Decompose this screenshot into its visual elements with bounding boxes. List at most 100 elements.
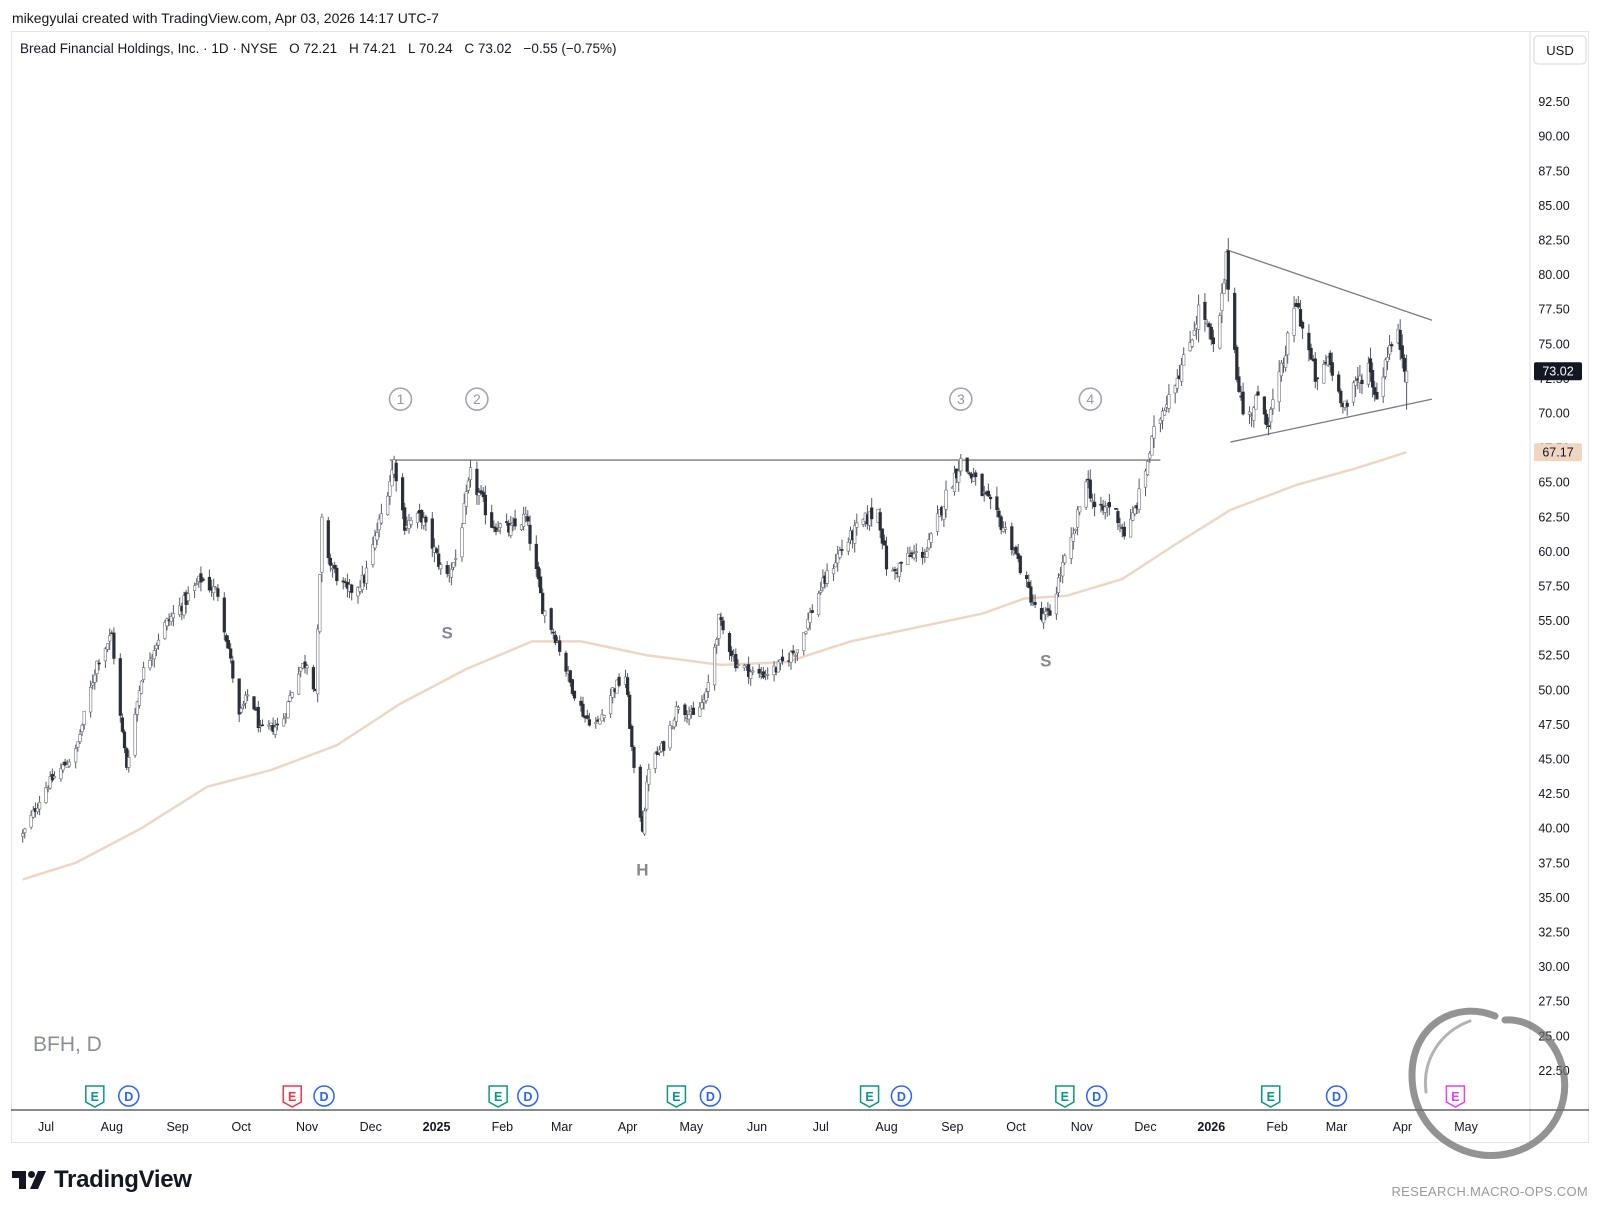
candle-body [120, 717, 124, 732]
candle [897, 562, 901, 583]
candle-body [630, 725, 634, 747]
candle-body [1131, 512, 1135, 521]
candle-body [1118, 525, 1122, 527]
candle [757, 664, 761, 678]
candle [1256, 385, 1260, 396]
candle [229, 643, 233, 664]
candle [377, 514, 381, 538]
event-letter: D [706, 1090, 715, 1104]
candle-body [1284, 355, 1288, 368]
candle-body [736, 664, 740, 667]
candle [437, 544, 441, 571]
candle-body [23, 828, 27, 833]
candle-body [375, 532, 379, 541]
candle-body [572, 690, 577, 699]
candle-body [424, 516, 428, 523]
time-scale[interactable]: Jul Aug Sep Oct Nov Dec 2025 Feb Mar Apr May Jun Jul… [38, 1120, 1479, 1134]
candle [1103, 501, 1107, 520]
candle-body [840, 549, 844, 551]
tradingview-logo-icon [12, 1171, 46, 1189]
candle-body [165, 618, 169, 627]
candle [148, 652, 152, 671]
earnings-icon: E [859, 1085, 880, 1108]
wave-label-circle [949, 387, 973, 411]
price-scale[interactable]: 22.5025.0027.5030.0032.5035.0037.5040.00… [1538, 95, 1569, 1078]
candle-body [568, 670, 572, 683]
candle [1252, 406, 1256, 428]
candle-body [1398, 329, 1402, 350]
candle [579, 696, 583, 712]
candle [451, 562, 456, 571]
candle-body [91, 682, 95, 686]
candle [791, 645, 795, 656]
candle [831, 564, 836, 581]
candle-body [1292, 307, 1296, 336]
candle [581, 696, 585, 718]
candle [840, 539, 844, 556]
candle [256, 700, 260, 733]
candle [628, 691, 632, 729]
candle-body [1296, 303, 1300, 308]
candle [1322, 360, 1326, 384]
price-tick-label: 60.00 [1538, 545, 1569, 559]
candle-body [1373, 387, 1377, 395]
candle [1209, 323, 1213, 346]
candle [37, 795, 42, 816]
candle [1218, 312, 1222, 350]
candle-body [1175, 377, 1179, 389]
candle-body [721, 620, 725, 631]
candle-body [1073, 528, 1078, 532]
candle-body [89, 686, 93, 713]
candle [462, 493, 466, 525]
candle [379, 503, 384, 525]
candle [1150, 435, 1154, 456]
candle [999, 515, 1003, 535]
candle [727, 631, 732, 661]
candle [1190, 338, 1194, 349]
candle-body [1381, 376, 1385, 397]
candle-body [1345, 402, 1349, 407]
candle-body [553, 634, 557, 644]
candle [1054, 586, 1058, 620]
candle [1076, 506, 1080, 536]
time-tick-label: Oct [232, 1120, 252, 1134]
currency-button[interactable] [1533, 35, 1587, 65]
candle [35, 803, 40, 815]
candle [415, 511, 420, 529]
candle-body [1150, 435, 1154, 456]
candle-body [806, 618, 810, 629]
candle [1180, 358, 1184, 386]
dividend-icon: D [890, 1085, 913, 1107]
time-tick-label: Jul [813, 1120, 829, 1134]
candle [519, 524, 524, 532]
candle-body [275, 723, 280, 726]
candle [1048, 604, 1052, 616]
triangle-upper-line [1225, 249, 1433, 321]
candle [734, 648, 738, 672]
chart-frame [11, 31, 1589, 1143]
candle-body [494, 527, 498, 532]
tradingview-logo[interactable]: TradingView [12, 1166, 192, 1194]
candle-body [1099, 503, 1103, 506]
candle-body [541, 592, 545, 614]
candle-body [836, 553, 840, 564]
last-price-badge [1534, 362, 1582, 381]
candle-body [668, 725, 672, 749]
candle-body [1337, 374, 1341, 392]
last-price-marker: 73.02 [1534, 362, 1582, 381]
event-letter: E [91, 1090, 99, 1104]
legend-high: 74.21 [362, 41, 396, 56]
candle [1148, 451, 1152, 464]
candle [700, 695, 704, 710]
candle [320, 513, 324, 583]
candle-body [490, 512, 494, 528]
candle [1226, 238, 1230, 302]
candle-body [496, 530, 500, 532]
price-tick-label: 40.00 [1538, 822, 1569, 836]
trendline-layer [389, 249, 1433, 461]
candle-body [122, 731, 127, 749]
candle [819, 581, 823, 596]
candle-body [524, 513, 528, 517]
candle [449, 562, 454, 586]
